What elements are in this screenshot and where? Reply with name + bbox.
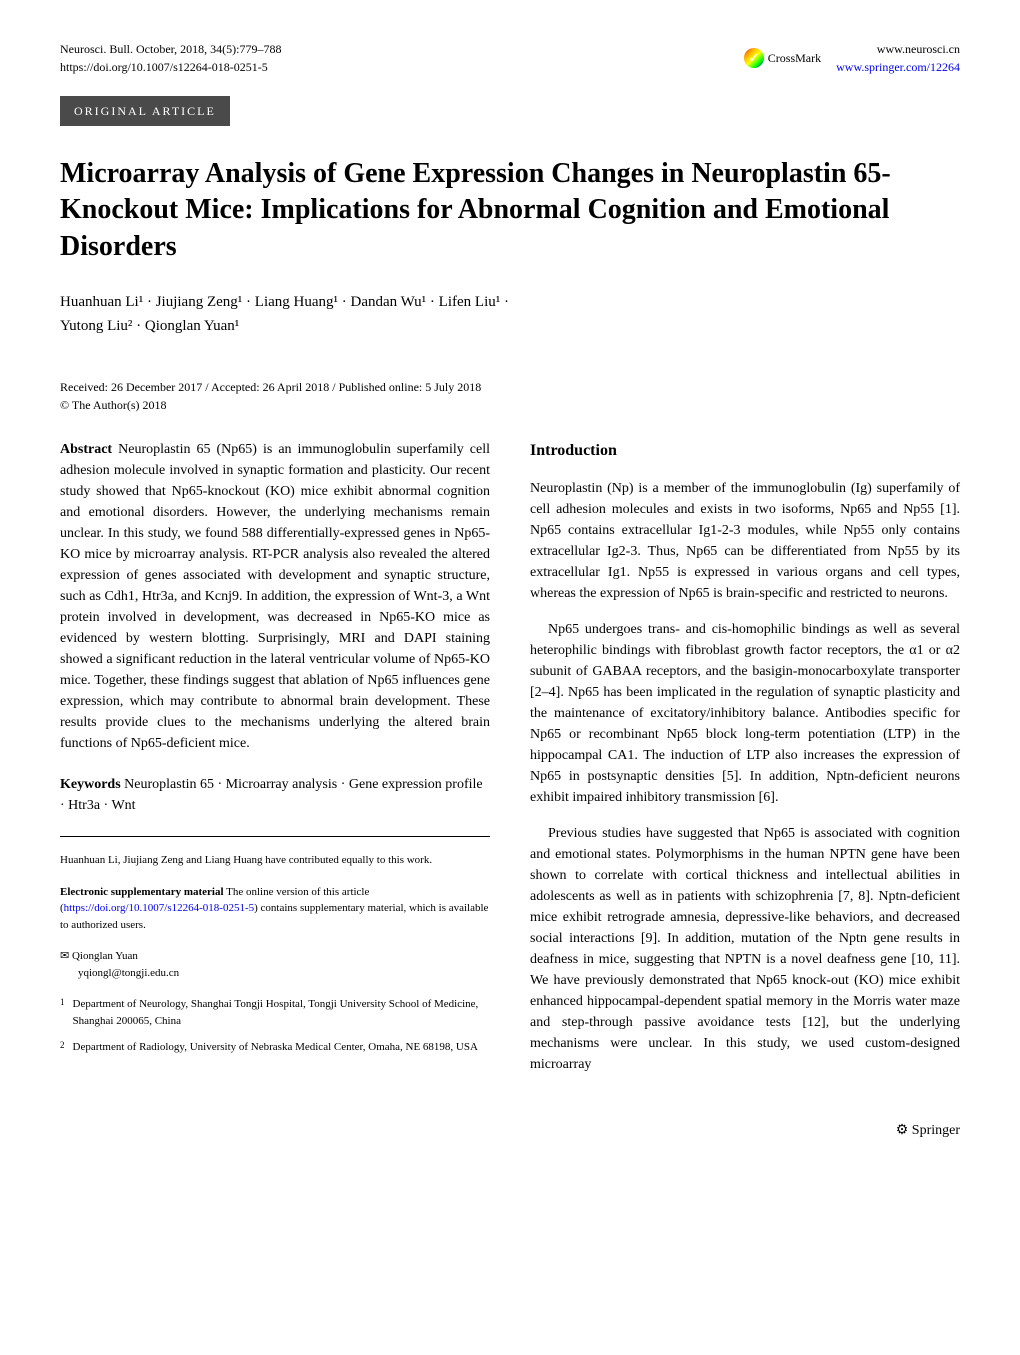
affiliations-list: 1 Department of Neurology, Shanghai Tong…	[60, 996, 490, 1056]
authors-line2: Yutong Liu² · Qionglan Yuan¹	[60, 314, 960, 338]
left-column: Abstract Neuroplastin 65 (Np65) is an im…	[60, 439, 490, 1090]
supp-heading: Electronic supplementary material	[60, 886, 224, 898]
crossmark-icon	[744, 48, 764, 68]
abstract-text: Neuroplastin 65 (Np65) is an immunoglobu…	[60, 442, 490, 751]
abstract-heading: Abstract	[60, 442, 112, 457]
author-list: Huanhuan Li¹ · Jiujiang Zeng¹ · Liang Hu…	[60, 290, 960, 338]
website-link[interactable]: www.neurosci.cn	[836, 40, 960, 58]
article-title: Microarray Analysis of Gene Expression C…	[60, 156, 960, 265]
dates-line: Received: 26 December 2017 / Accepted: 2…	[60, 378, 960, 396]
intro-p1: Neuroplastin (Np) is a member of the imm…	[530, 478, 960, 604]
intro-p3: Previous studies have suggested that Np6…	[530, 823, 960, 1075]
contribution-note: Huanhuan Li, Jiujiang Zeng and Liang Hua…	[60, 836, 490, 869]
doi-text: https://doi.org/10.1007/s12264-018-0251-…	[60, 58, 744, 76]
publisher-footer: Springer	[60, 1120, 960, 1141]
crossmark-badge[interactable]: CrossMark	[744, 48, 821, 68]
affil-text-2: Department of Radiology, University of N…	[73, 1039, 478, 1056]
keywords-block: Keywords Neuroplastin 65 · Microarray an…	[60, 774, 490, 816]
affil-num-1: 1	[60, 996, 65, 1029]
intro-heading: Introduction	[530, 439, 960, 463]
abstract-block: Abstract Neuroplastin 65 (Np65) is an im…	[60, 439, 490, 754]
header-right: CrossMark www.neurosci.cn www.springer.c…	[744, 40, 960, 76]
introduction-text: Neuroplastin (Np) is a member of the imm…	[530, 478, 960, 1075]
main-content: Abstract Neuroplastin 65 (Np65) is an im…	[60, 439, 960, 1090]
keywords-heading: Keywords	[60, 777, 121, 792]
supp-link[interactable]: https://doi.org/10.1007/s12264-018-0251-…	[64, 902, 254, 914]
article-type-badge: ORIGINAL ARTICLE	[60, 96, 230, 126]
corresponding-author: Qionglan Yuan yqiongl@tongji.edu.cn	[60, 948, 490, 981]
publication-dates: Received: 26 December 2017 / Accepted: 2…	[60, 378, 960, 414]
journal-info: Neurosci. Bull. October, 2018, 34(5):779…	[60, 40, 744, 76]
copyright-line: © The Author(s) 2018	[60, 396, 960, 414]
springer-icon	[896, 1123, 912, 1138]
springer-link[interactable]: www.springer.com/12264	[836, 58, 960, 76]
email-icon: Qionglan Yuan	[60, 948, 490, 965]
corr-email: yqiongl@tongji.edu.cn	[78, 965, 490, 982]
authors-line1: Huanhuan Li¹ · Jiujiang Zeng¹ · Liang Hu…	[60, 290, 960, 314]
crossmark-label: CrossMark	[768, 49, 821, 67]
affil-num-2: 2	[60, 1039, 65, 1056]
right-column: Introduction Neuroplastin (Np) is a memb…	[530, 439, 960, 1090]
publisher-name: Springer	[912, 1123, 960, 1138]
page-header: Neurosci. Bull. October, 2018, 34(5):779…	[60, 40, 960, 76]
affiliation-1: 1 Department of Neurology, Shanghai Tong…	[60, 996, 490, 1029]
journal-citation: Neurosci. Bull. October, 2018, 34(5):779…	[60, 40, 744, 58]
supplementary-note: Electronic supplementary material The on…	[60, 884, 490, 934]
corr-name: Qionglan Yuan	[72, 950, 138, 962]
affil-text-1: Department of Neurology, Shanghai Tongji…	[73, 996, 491, 1029]
intro-p2: Np65 undergoes trans- and cis-homophilic…	[530, 619, 960, 808]
keywords-text: Neuroplastin 65 · Microarray analysis · …	[60, 777, 483, 813]
affiliation-2: 2 Department of Radiology, University of…	[60, 1039, 490, 1056]
header-links: www.neurosci.cn www.springer.com/12264	[836, 40, 960, 76]
